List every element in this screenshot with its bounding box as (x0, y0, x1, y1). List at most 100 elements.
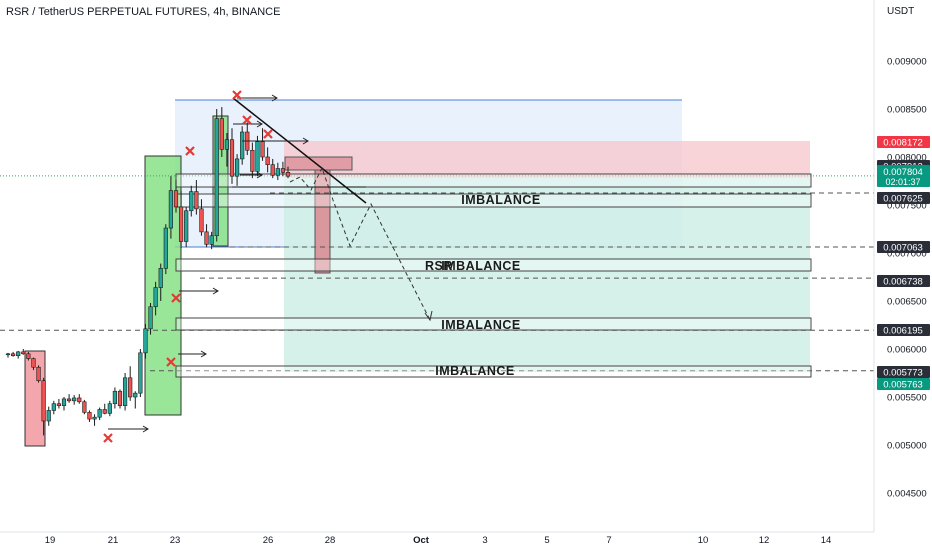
candle-48 (250, 142, 255, 179)
cross-mark-6 (103, 433, 113, 443)
projected-path (289, 166, 431, 321)
candle-body-26 (138, 352, 143, 394)
candle-body-44 (229, 139, 235, 177)
price-tag-2 (877, 165, 930, 187)
candle-body-43 (224, 139, 230, 150)
candle-body-42 (219, 118, 224, 150)
price-tag-5 (877, 275, 930, 287)
candle-13 (72, 395, 77, 405)
candle-2 (16, 350, 21, 359)
price-tag-0 (877, 136, 930, 148)
price-tag-text-5: 0.006738 (883, 277, 923, 288)
x-tick-6: 3 (482, 535, 487, 546)
price-tag-text-2: 0.007804 (883, 167, 923, 178)
candle-9 (51, 400, 56, 415)
candle-body-4 (26, 353, 31, 359)
candle-body-13 (72, 397, 77, 402)
candle-11 (61, 397, 67, 411)
candle-32 (168, 176, 174, 239)
candle-body-45 (234, 158, 240, 177)
candle-body-30 (158, 268, 163, 288)
candle-body-36 (189, 191, 194, 212)
candle-49 (255, 135, 260, 177)
candle-body-14 (77, 397, 82, 403)
price-tag-text-7: 0.005773 (883, 368, 923, 379)
price-tag-4 (877, 241, 930, 253)
candle-39 (204, 224, 209, 248)
candle-body-46 (240, 131, 245, 160)
imbalance-label-0: IMBALANCE (461, 193, 541, 207)
candle-40 (209, 231, 214, 250)
candle-23 (122, 373, 128, 411)
x-tick-11: 14 (821, 535, 832, 546)
candle-37 (194, 180, 199, 215)
candle-body-10 (56, 403, 62, 406)
candle-33 (173, 180, 179, 213)
candle-21 (112, 387, 118, 409)
y-tick-4: 0.007000 (887, 249, 927, 260)
candle-body-55 (285, 172, 291, 177)
candle-3 (21, 349, 26, 355)
target-zone (284, 178, 810, 372)
candle-50 (260, 128, 265, 161)
price-tag-text-3: 0.007625 (883, 194, 923, 205)
chart-title: RSR / TetherUS PERPETUAL FUTURES, 4h, BI… (6, 6, 281, 18)
candle-38 (199, 199, 204, 236)
price-tag-text-8: 0.005763 (883, 380, 923, 391)
candle-body-39 (204, 231, 209, 245)
candle-body-22 (117, 390, 123, 406)
candle-body-37 (194, 191, 199, 210)
candle-31 (163, 224, 168, 275)
cross-mark-0 (232, 90, 242, 100)
x-tick-3: 26 (263, 535, 274, 546)
candle-body-2 (16, 351, 21, 357)
y-tick-1: 0.008500 (887, 105, 927, 116)
candle-0 (5, 352, 11, 358)
candle-18 (97, 407, 102, 421)
candle-body-28 (148, 306, 153, 330)
cross-mark-5 (166, 357, 176, 367)
candle-14 (77, 394, 82, 404)
descending-trendline (232, 97, 367, 204)
candle-45 (234, 154, 240, 186)
candle-36 (189, 185, 194, 217)
projected-path-arrowhead (424, 310, 433, 322)
candle-4 (26, 351, 31, 361)
candle-44 (229, 128, 235, 184)
imbalance-box-2 (175, 258, 812, 272)
price-tag-7 (877, 366, 930, 378)
candle-body-15 (82, 401, 87, 413)
candle-body-35 (184, 210, 189, 242)
x-tick-1: 21 (108, 535, 119, 546)
candle-51 (265, 147, 270, 173)
candle-body-21 (112, 390, 118, 405)
imbalance-label-1: RSR (425, 259, 453, 273)
candle-16 (87, 410, 92, 422)
candle-10 (56, 398, 62, 409)
candle-body-54 (280, 168, 286, 173)
imbalance-label-4: IMBALANCE (435, 364, 515, 378)
price-tag-text-0: 0.008172 (883, 138, 923, 149)
y-tick-8: 0.005000 (887, 441, 927, 452)
candle-22 (117, 389, 123, 409)
candle-body-32 (168, 190, 174, 229)
candle-body-6 (36, 366, 41, 381)
price-tag-text-4: 0.007063 (883, 243, 923, 254)
candle-body-20 (107, 403, 112, 414)
candle-17 (92, 414, 97, 426)
candle-46 (240, 126, 245, 165)
candle-body-18 (97, 409, 102, 418)
arrow-head-2 (302, 137, 309, 145)
candle-body-16 (87, 412, 92, 420)
candle-body-33 (173, 190, 179, 208)
candle-body-52 (270, 164, 275, 176)
candle-43 (224, 133, 230, 167)
candle-35 (184, 206, 189, 248)
candle-body-27 (143, 328, 148, 354)
candle-24 (128, 366, 133, 401)
candle-34 (178, 190, 184, 249)
x-tick-0: 19 (45, 535, 56, 546)
candle-body-5 (31, 358, 36, 368)
